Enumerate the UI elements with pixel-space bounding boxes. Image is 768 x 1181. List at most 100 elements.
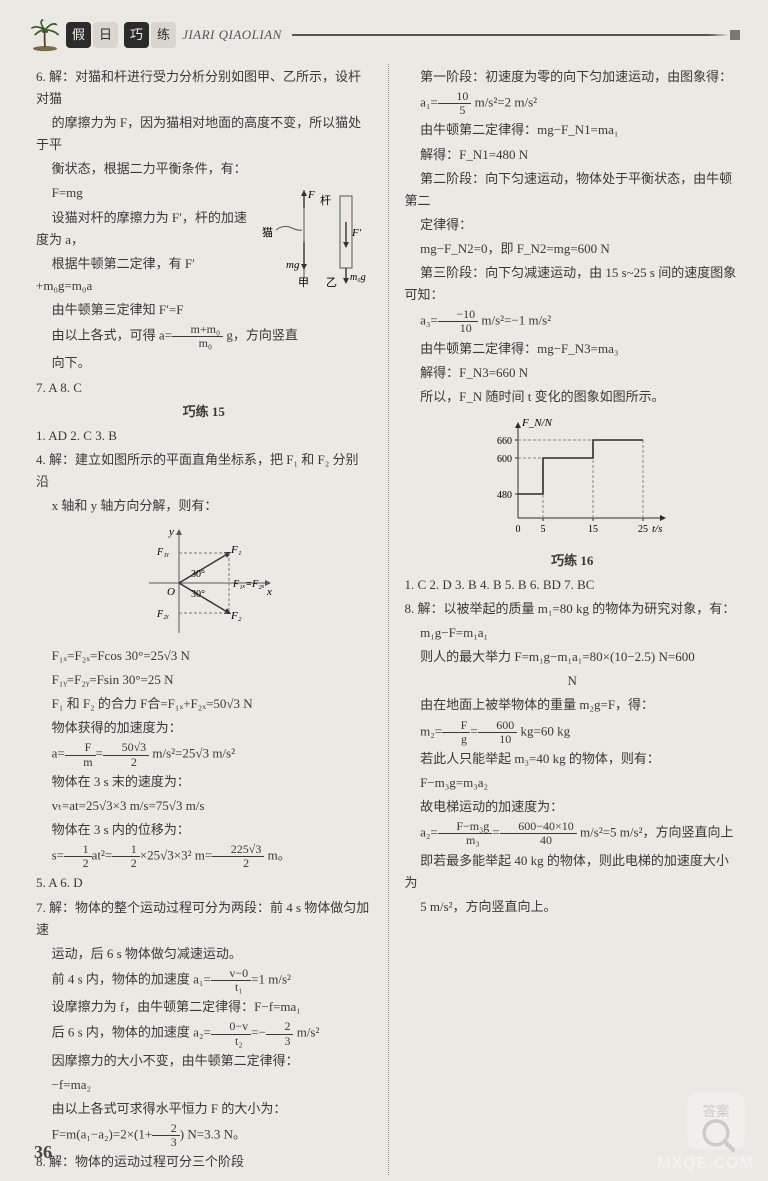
text: 即若最多能举起 40 kg 的物体，则此电梯的加速度大小为 [405,850,741,894]
svg-text:25: 25 [638,524,648,535]
svg-text:t/s: t/s [652,523,662,535]
text: 衡状态，根据二力平衡条件，有： [36,158,372,180]
svg-text:F_N/N: F_N/N [521,417,553,429]
text: 所以，F_N 随时间 t 变化的图象如图所示。 [405,386,741,408]
text: 因摩擦力的大小不变，由牛顿第二定律得： [36,1050,372,1072]
text: m₁g−F=m₁a₁ [405,622,741,644]
svg-text:0: 0 [516,524,521,535]
svg-text:F₁ᵧ: F₁ᵧ [156,547,170,558]
svg-text:F₂: F₂ [230,610,242,622]
svg-text:30°: 30° [191,569,205,580]
section-title: 巧练 16 [405,550,741,572]
text: 定律得： [405,214,741,236]
svg-text:600: 600 [497,454,512,465]
text: 解得：F_N1=480 N [405,144,741,166]
vector-decomposition-diagram: x y O F₁ F₂ F₁ᵧ F₂ᵧ F₁ₓ=F₂ₓ 30° 30° [129,523,279,639]
page-number: 36 [34,1137,52,1168]
free-body-diagram: 猫 F mg 甲 杆 F′ m₀g 乙 [254,182,372,292]
text: 由牛顿第二定律得：mg−F_N1=ma₁ [405,119,741,141]
equation: m₂=Fg=60010 kg=60 kg [405,719,741,746]
svg-text:y: y [168,526,174,538]
content-columns: 6. 解：对猫和杆进行受力分析分别如图甲、乙所示，设杆对猫 的摩擦力为 F，因为… [0,60,768,1181]
header-rule [292,34,730,36]
right-column: 第一阶段：初速度为零的向下匀加速运动，由图象得： a₁=105 m/s²=2 m… [389,64,741,1175]
svg-text:F₁ₓ=F₂ₓ: F₁ₓ=F₂ₓ [232,579,265,590]
text: 第三阶段：向下匀减速运动，由 15 s~25 s 间的速度图象可知： [405,262,741,306]
header-badge-1b: 日 [93,22,118,48]
text: 运动，后 6 s 物体做匀减速运动。 [36,943,372,965]
svg-text:甲: 甲 [298,277,309,289]
svg-text:乙: 乙 [326,276,337,289]
equation: 后 6 s 内，物体的加速度 a₂=0−vt₂=−23 m/s² [36,1020,372,1047]
svg-text:F₂ᵧ: F₂ᵧ [156,609,170,620]
svg-text:O: O [167,586,175,598]
svg-text:5: 5 [541,524,546,535]
text: 由以上各式可求得水平恒力 F 的大小为： [36,1098,372,1120]
svg-text:m₀g: m₀g [350,272,366,283]
svg-text:x: x [266,586,272,598]
text: 5. A 6. D [36,872,372,894]
text: mg−F_N2=0，即 F_N2=mg=600 N [405,238,741,260]
text: 1. AD 2. C 3. B [36,425,372,447]
text: vₜ=at=25√3×3 m/s=75√3 m/s [36,795,372,817]
header-badge-2: 巧 [124,22,149,48]
svg-text:F′: F′ [351,227,362,239]
svg-text:480: 480 [497,490,512,501]
header-end-square [730,30,740,40]
text: 6. 解：对猫和杆进行受力分析分别如图甲、乙所示，设杆对猫 [36,66,372,110]
svg-text:15: 15 [588,524,598,535]
text: 5 m/s²，方向竖直向上。 [405,896,741,918]
text: F₁ 和 F₂ 的合力 F合=F₁ₓ+F₂ₓ=50√3 N [36,693,372,715]
svg-text:660: 660 [497,436,512,447]
text: 若此人只能举起 m₃=40 kg 的物体，则有： [405,748,741,770]
svg-text:mg: mg [286,259,300,271]
svg-text:猫: 猫 [262,226,273,239]
section-title: 巧练 15 [36,401,372,423]
left-column: 6. 解：对猫和杆进行受力分析分别如图甲、乙所示，设杆对猫 的摩擦力为 F，因为… [36,64,388,1175]
svg-text:杆: 杆 [320,193,331,207]
text: 8. 解：物体的运动过程可分三个阶段 [36,1151,372,1173]
equation: a₂=F−m₃gm₃=600−40×1040 m/s²=5 m/s²，方向竖直向… [405,820,741,847]
text: 4. 解：建立如图所示的平面直角坐标系，把 F₁ 和 F₂ 分别沿 [36,449,372,493]
text: 设摩擦力为 f，由牛顿第二定律得：F−f=ma₁ [36,996,372,1018]
equation: 前 4 s 内，物体的加速度 a₁=v−0t₁=1 m/s² [36,967,372,994]
text: 的摩擦力为 F，因为猫相对地面的高度不变，所以猫处于平 [36,112,372,156]
header-badge-2b: 练 [151,22,176,48]
text: −f=ma₂ [36,1074,372,1096]
text: 7. A 8. C [36,377,372,399]
text: 物体获得的加速度为： [36,717,372,739]
text: 8. 解：以被举起的质量 m₁=80 kg 的物体为研究对象，有： [405,598,741,620]
text: F₁ᵧ=F₂ᵧ=Fsin 30°=25 N [36,669,372,691]
fn-vs-t-graph: F_N/N t/s 660 600 480 0 5 15 25 [472,414,672,544]
equation: a₁=105 m/s²=2 m/s² [405,90,741,117]
watermark-logo-icon: 答案 [682,1087,750,1155]
text: 由牛顿第二定律得：mg−F_N3=ma₃ [405,338,741,360]
text: x 轴和 y 轴方向分解，则有： [36,495,372,517]
header-pinyin: JIARI QIAOLIAN [182,24,282,46]
text: 由牛顿第三定律知 F′=F [36,299,372,321]
text: F−m₃g=m₃a₂ [405,772,741,794]
svg-text:F: F [307,189,315,201]
text: 1. C 2. D 3. B 4. B 5. B 6. BD 7. BC [405,574,741,596]
page-header: 假 日 巧 练 JIARI QIAOLIAN [0,0,768,60]
text: 故电梯运动的加速度为： [405,796,741,818]
text: 由在地面上被举物体的重量 m₂g=F，得： [405,694,741,716]
svg-text:F₁: F₁ [230,544,242,556]
text: 则人的最大举力 F=m₁g−m₁a₁=80×(10−2.5) N=600 [405,646,741,668]
equation: a=Fm=50√32 m/s²=25√3 m/s² [36,741,372,768]
palm-tree-icon [28,18,62,52]
text: 7. 解：物体的整个运动过程可分为两段：前 4 s 物体做匀加速 [36,897,372,941]
text: F₁ₓ=F₂ₓ=Fcos 30°=25√3 N [36,645,372,667]
text: N [405,670,741,692]
text: 解得：F_N3=660 N [405,362,741,384]
text: 物体在 3 s 内的位移为： [36,819,372,841]
equation: F=m(a₁−a₂)=2×(1+23) N=3.3 N。 [36,1122,372,1149]
page: 假 日 巧 练 JIARI QIAOLIAN 6. 解：对猫和杆进行受力分析分别… [0,0,768,1181]
text: 第二阶段：向下匀速运动，物体处于平衡状态，由牛顿第二 [405,168,741,212]
equation: s=12at²=12×25√3×3² m=225√32 m。 [36,843,372,870]
watermark-url: MXQE.COM [657,1150,754,1177]
equation: a₃=−1010 m/s²=−1 m/s² [405,308,741,335]
header-badge-1: 假 [66,22,91,48]
svg-text:答案: 答案 [702,1103,730,1119]
svg-text:30°: 30° [191,589,205,600]
